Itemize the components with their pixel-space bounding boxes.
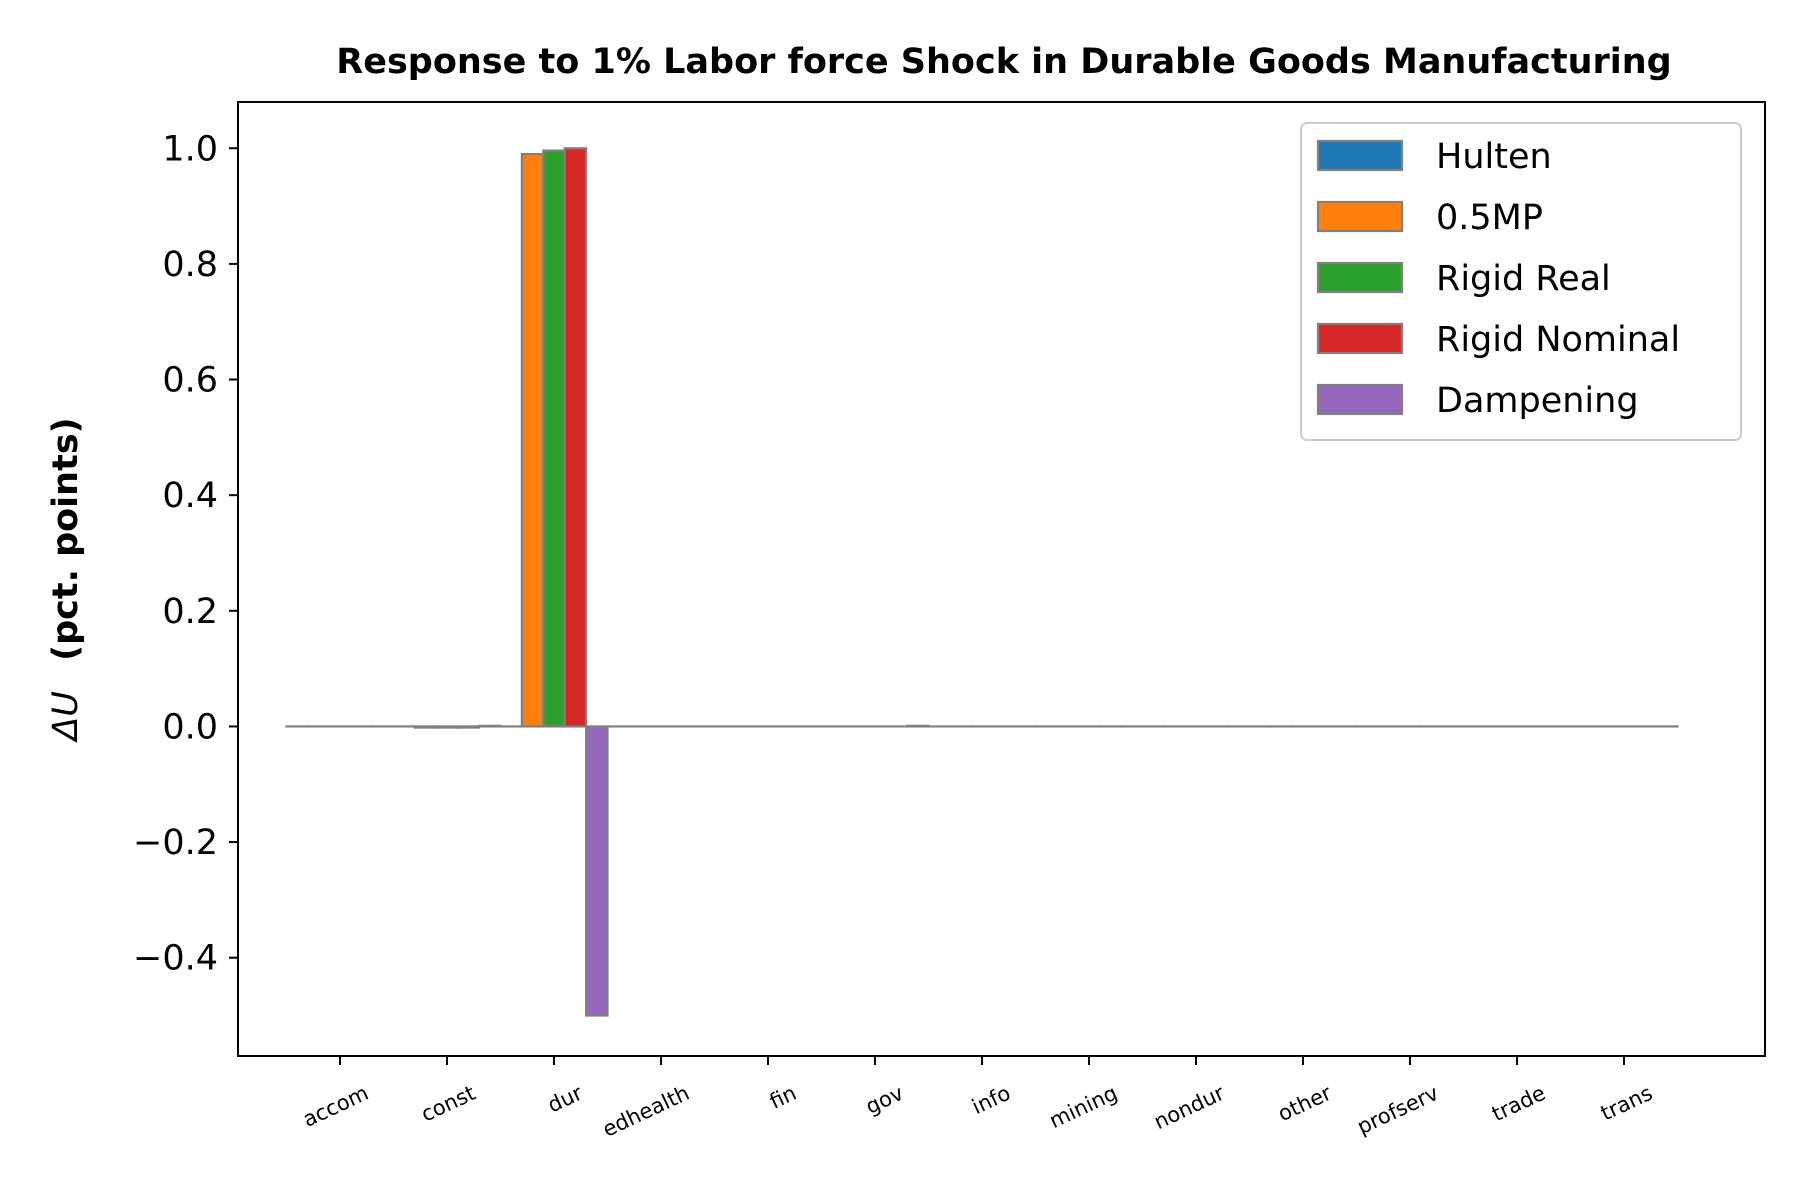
bar-0-5mp-const [413,725,438,729]
x-tick-label-edhealth: edhealth [599,1081,693,1142]
bars-group [285,147,1679,1017]
legend-label-0-5mp: 0.5MP [1436,198,1543,238]
legend-swatch-0-5mp [1316,200,1404,233]
y-tick-label: −0.4 [133,939,218,979]
x-tick-label-trade: trade [1488,1081,1549,1126]
plot-area [237,101,1766,1057]
bar-dampening-const [478,724,502,728]
y-tick-label: 1.0 [162,129,218,169]
bar-rigid-nominal-const [456,725,481,729]
y-tick-label: 0.2 [162,592,218,632]
x-tick-label-fin: fin [766,1081,800,1114]
x-tick-label-const: const [417,1081,479,1127]
legend-swatch-dampening [1316,383,1404,416]
y-tick-label: 0.6 [162,361,218,401]
y-tick-label: −0.2 [133,823,218,863]
bar-rigid-real-dur [542,149,566,728]
bar-rigid-nominal-dur [563,147,588,728]
y-tick-label: 0.4 [162,476,218,516]
y-tick-label: 0.8 [162,245,218,285]
x-tick-label-dur: dur [544,1081,586,1118]
bar-dampening-dur [584,725,609,1017]
bar-dampening-gov [905,724,930,728]
x-tick-label-other: other [1274,1081,1335,1127]
legend-label-dampening: Dampening [1436,381,1639,421]
legend-label-hulten: Hulten [1436,137,1552,177]
bar-0-5mp-dur [520,152,545,728]
x-tick-label-profserv: profserv [1353,1081,1442,1139]
legend-swatch-hulten [1316,139,1404,172]
x-axis: accom const dur edhealth fin gov info mining non… [299,1056,1656,1142]
y-axis-label: ΔU (pct. points) [46,417,86,743]
y-tick-label: 0.0 [162,707,218,747]
x-tick-label-nondur: nondur [1150,1081,1228,1134]
legend-box [1300,122,1742,441]
x-tick-label-info: info [968,1081,1014,1119]
x-tick-label-gov: gov [862,1081,907,1119]
x-tick-label-accom: accom [299,1081,372,1132]
x-tick-label-mining: mining [1046,1081,1121,1133]
legend-label-rigid-real: Rigid Real [1436,259,1611,299]
y-axis-label-symbol: ΔU [46,691,86,744]
bar-rigid-real-const [435,725,459,729]
legend: Hulten 0.5MP Rigid Real Rigid Nominal Dampen… [1300,122,1742,441]
y-axis-label-text: (pct. points) [46,417,86,661]
legend-label-rigid-nominal: Rigid Nominal [1436,320,1680,360]
y-axis: −0.4 −0.2 0.0 0.2 0.4 0.6 0.8 1.0 [133,129,238,979]
legend-swatch-rigid-nominal [1316,322,1404,355]
legend-swatch-rigid-real [1316,261,1404,294]
chart-title: Response to 1% Labor force Shock in Dura… [336,42,1671,82]
x-tick-label-trans: trans [1597,1081,1656,1126]
